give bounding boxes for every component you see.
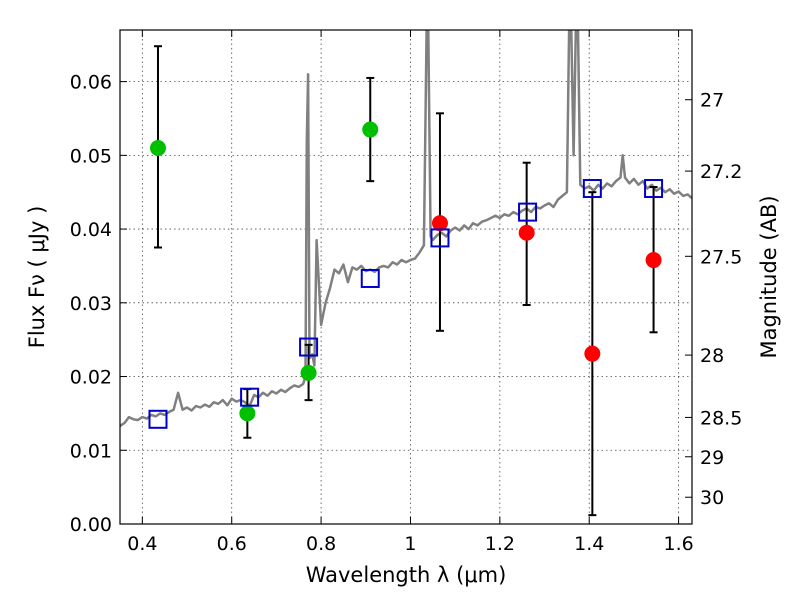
x-tick-label: 1.6 [663,533,693,555]
model-square [518,202,538,222]
x-tick-label: 1 [404,533,416,555]
mag-tick-label: 29 [700,447,724,469]
x-tick-label: 1.2 [485,533,515,555]
plot-frame [119,29,693,525]
model-square [240,387,260,407]
mag-tick-label: 28 [700,345,724,367]
mag-tick-label: 27 [700,90,724,112]
model-squares [148,179,664,429]
model-spectrum [120,30,692,427]
photometry-points [149,121,662,422]
mag-tick-label: 27.2 [700,161,742,183]
model-square [582,179,602,199]
green-point [149,139,166,156]
model-square [148,409,168,429]
error-bars [153,45,658,517]
y-tick-label: 0.02 [70,367,112,389]
x-tick-label: 0.4 [127,533,157,555]
model-square [644,179,664,199]
model-square [360,268,380,288]
red-point [584,345,601,362]
model-square [430,228,450,248]
model-square [299,337,319,357]
y-tick-label: 0.06 [70,72,112,94]
x-tick-label: 1.4 [574,533,604,555]
red-point [431,215,448,232]
mag-tick-label: 30 [700,487,724,509]
mag-tick-label: 28.5 [700,407,742,429]
y-tick-label: 0.03 [70,293,112,315]
y-tick-label: 0.00 [70,514,112,536]
red-point [645,252,662,269]
x-tick-label: 0.8 [306,533,336,555]
y-tick-label: 0.04 [70,219,112,241]
red-point [518,224,535,241]
green-point [300,364,317,381]
axis-ticks: 0.4 0.6 0.8 1 1.2 1.4 1.6 0.00 0.01 0.02 0.03 0.04 0… [70,30,742,555]
green-point [239,405,256,422]
x-tick-label: 0.6 [217,533,247,555]
x-axis-label: Wavelength λ (μm) [306,563,507,587]
y-tick-label: 0.01 [70,440,112,462]
mag-tick-label: 27.5 [700,246,742,268]
y-tick-label: 0.05 [70,145,112,167]
grid-lines [120,30,692,525]
right-axis-label: Magnitude (AB) [757,195,781,358]
spectrum-line [120,30,692,427]
y-axis-label: Flux Fν ( μJy ) [25,206,49,349]
green-point [362,121,379,138]
